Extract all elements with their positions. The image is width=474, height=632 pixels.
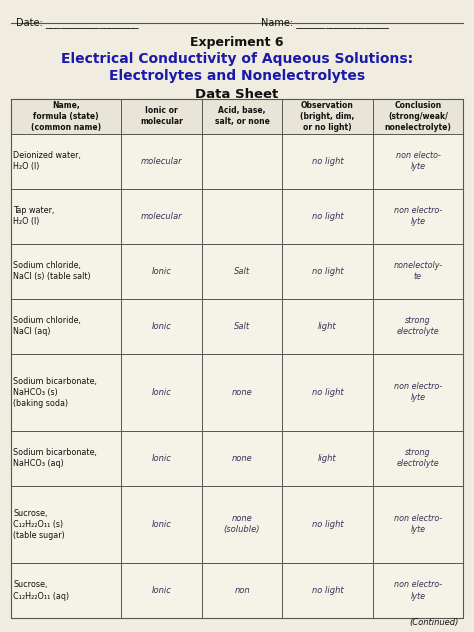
Text: non electro-
lyte: non electro- lyte — [394, 206, 442, 226]
Text: Ionic: Ionic — [152, 520, 172, 529]
Text: light: light — [318, 454, 337, 463]
Text: none: none — [232, 454, 252, 463]
Text: Salt: Salt — [234, 267, 250, 276]
Text: Sucrose,
C₁₂H₂₂O₁₁ (s)
(table sugar): Sucrose, C₁₂H₂₂O₁₁ (s) (table sugar) — [13, 509, 65, 540]
Bar — [11, 431, 463, 486]
Text: no light: no light — [312, 267, 343, 276]
Text: Sodium bicarbonate,
NaHCO₃ (aq): Sodium bicarbonate, NaHCO₃ (aq) — [13, 448, 97, 468]
Text: non electro-
lyte: non electro- lyte — [394, 580, 442, 600]
Text: Salt: Salt — [234, 322, 250, 331]
Text: Ionic or
molecular: Ionic or molecular — [140, 106, 183, 126]
Text: non electro-
lyte: non electro- lyte — [394, 514, 442, 535]
Text: Data Sheet: Data Sheet — [195, 88, 279, 100]
Text: non electro-
lyte: non electro- lyte — [394, 382, 442, 403]
Text: non: non — [234, 586, 250, 595]
Text: Electrical Conductivity of Aqueous Solutions:: Electrical Conductivity of Aqueous Solut… — [61, 52, 413, 66]
Text: non electo-
lyte: non electo- lyte — [395, 151, 440, 171]
Bar — [11, 354, 463, 431]
Text: no light: no light — [312, 157, 343, 166]
Bar — [11, 299, 463, 354]
Text: Ionic: Ionic — [152, 454, 172, 463]
Text: none
(soluble): none (soluble) — [224, 514, 260, 535]
Text: Date: ___________________: Date: ___________________ — [16, 17, 138, 28]
Text: Deionized water,
H₂O (l): Deionized water, H₂O (l) — [13, 151, 81, 171]
Text: strong
electrolyte: strong electrolyte — [397, 316, 439, 336]
Text: Experiment 6: Experiment 6 — [190, 36, 284, 49]
Text: molecular: molecular — [141, 157, 182, 166]
Text: no light: no light — [312, 520, 343, 529]
Text: Ionic: Ionic — [152, 267, 172, 276]
Text: Ionic: Ionic — [152, 388, 172, 397]
Text: (Continued): (Continued) — [409, 619, 458, 628]
Text: nonelectoly-
te: nonelectoly- te — [393, 261, 443, 281]
Bar — [11, 188, 463, 244]
Bar — [11, 244, 463, 299]
Text: none: none — [232, 388, 252, 397]
Text: Ionic: Ionic — [152, 322, 172, 331]
Text: molecular: molecular — [141, 212, 182, 221]
Text: Sucrose,
C₁₂H₂₂O₁₁ (aq): Sucrose, C₁₂H₂₂O₁₁ (aq) — [13, 580, 69, 600]
Bar — [11, 486, 463, 563]
Text: Name: ___________________: Name: ___________________ — [261, 17, 388, 28]
Bar — [11, 133, 463, 188]
Text: Ionic: Ionic — [152, 586, 172, 595]
Text: Observation
(bright, dim,
or no light): Observation (bright, dim, or no light) — [301, 100, 355, 132]
Text: light: light — [318, 322, 337, 331]
Text: Conclusion
(strong/weak/
nonelectrolyte): Conclusion (strong/weak/ nonelectrolyte) — [384, 100, 451, 132]
Text: Name,
formula (state)
(common name): Name, formula (state) (common name) — [31, 100, 101, 132]
Text: Sodium chloride,
NaCl (s) (table salt): Sodium chloride, NaCl (s) (table salt) — [13, 261, 91, 281]
Text: strong
electrolyte: strong electrolyte — [397, 448, 439, 468]
Text: Sodium chloride,
NaCl (aq): Sodium chloride, NaCl (aq) — [13, 316, 81, 336]
Text: no light: no light — [312, 212, 343, 221]
Text: Tap water,
H₂O (l): Tap water, H₂O (l) — [13, 206, 55, 226]
Bar — [11, 99, 463, 133]
Bar — [11, 563, 463, 618]
Text: no light: no light — [312, 388, 343, 397]
Text: no light: no light — [312, 586, 343, 595]
Text: Acid, base,
salt, or none: Acid, base, salt, or none — [215, 106, 269, 126]
Text: Electrolytes and Nonelectrolytes: Electrolytes and Nonelectrolytes — [109, 69, 365, 83]
Text: Sodium bicarbonate,
NaHCO₃ (s)
(baking soda): Sodium bicarbonate, NaHCO₃ (s) (baking s… — [13, 377, 97, 408]
